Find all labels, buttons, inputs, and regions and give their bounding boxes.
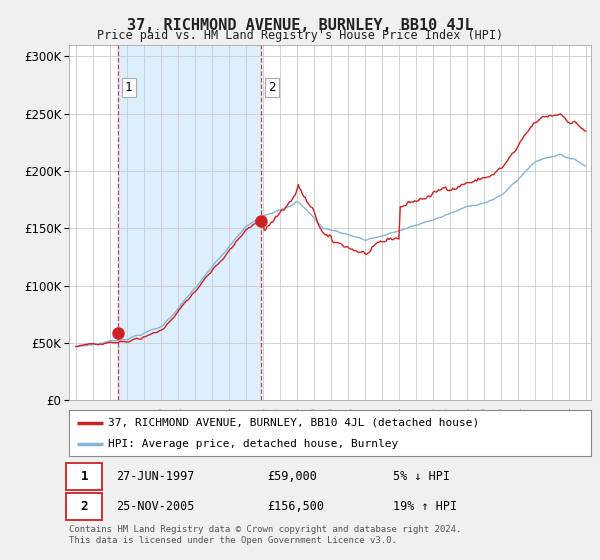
Text: 5% ↓ HPI: 5% ↓ HPI bbox=[392, 470, 449, 483]
FancyBboxPatch shape bbox=[67, 493, 102, 520]
Text: 1: 1 bbox=[80, 470, 88, 483]
Text: 2: 2 bbox=[268, 81, 275, 94]
Bar bbox=[118, 45, 261, 400]
Text: 27-JUN-1997: 27-JUN-1997 bbox=[116, 470, 194, 483]
Text: £156,500: £156,500 bbox=[268, 500, 325, 514]
Text: 37, RICHMOND AVENUE, BURNLEY, BB10 4JL: 37, RICHMOND AVENUE, BURNLEY, BB10 4JL bbox=[127, 18, 473, 33]
Text: 2: 2 bbox=[80, 500, 88, 514]
Text: 1: 1 bbox=[125, 81, 133, 94]
Text: 25-NOV-2005: 25-NOV-2005 bbox=[116, 500, 194, 514]
FancyBboxPatch shape bbox=[67, 463, 102, 490]
Text: HPI: Average price, detached house, Burnley: HPI: Average price, detached house, Burn… bbox=[108, 439, 398, 449]
Text: 37, RICHMOND AVENUE, BURNLEY, BB10 4JL (detached house): 37, RICHMOND AVENUE, BURNLEY, BB10 4JL (… bbox=[108, 418, 479, 428]
Text: 19% ↑ HPI: 19% ↑ HPI bbox=[392, 500, 457, 514]
Text: £59,000: £59,000 bbox=[268, 470, 317, 483]
Text: Price paid vs. HM Land Registry's House Price Index (HPI): Price paid vs. HM Land Registry's House … bbox=[97, 29, 503, 42]
Text: Contains HM Land Registry data © Crown copyright and database right 2024.
This d: Contains HM Land Registry data © Crown c… bbox=[69, 525, 461, 545]
